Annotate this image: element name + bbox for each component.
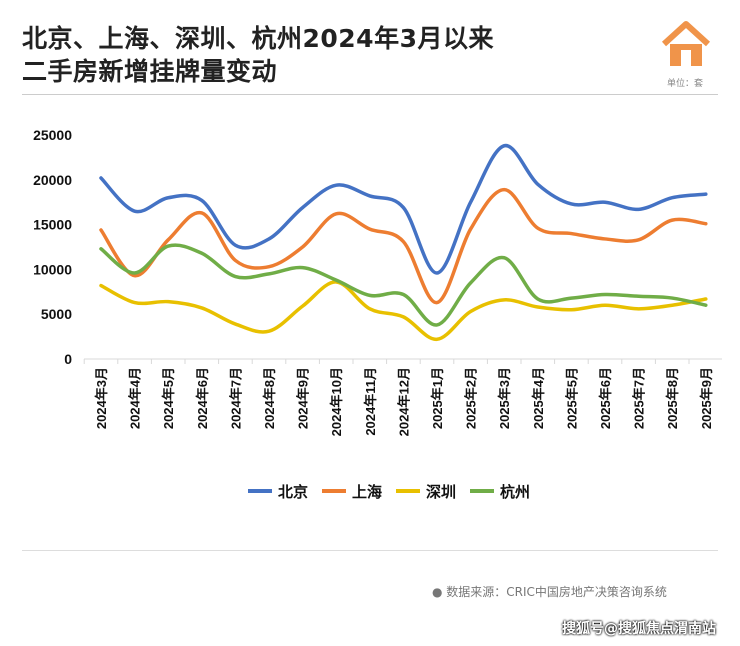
- divider: [22, 550, 718, 551]
- x-tick-label: 2025年1月: [430, 367, 445, 429]
- x-tick-label: 2025年2月: [464, 367, 479, 429]
- y-tick-label: 25000: [33, 127, 72, 143]
- x-tick-label: 2024年5月: [161, 367, 176, 429]
- x-tick-label: 2025年7月: [632, 367, 647, 429]
- series-line-北京: [99, 144, 708, 275]
- legend-label: 深圳: [426, 483, 456, 501]
- x-tick-label: 2025年8月: [665, 367, 680, 429]
- x-tick-label: 2024年7月: [228, 367, 243, 429]
- chart-title: 北京、上海、深圳、杭州2024年3月以来 二手房新增挂牌量变动: [22, 22, 494, 88]
- y-tick-label: 5000: [41, 306, 72, 322]
- title-line-1: 北京、上海、深圳、杭州2024年3月以来: [22, 24, 494, 53]
- series-line-上海: [99, 187, 708, 305]
- x-tick-label: 2025年4月: [531, 367, 546, 429]
- x-tick-label: 2025年3月: [497, 367, 512, 429]
- y-tick-label: 10000: [33, 261, 72, 277]
- divider: [22, 94, 718, 95]
- x-tick-label: 2025年9月: [699, 367, 714, 429]
- x-tick-label: 2024年12月: [396, 367, 411, 436]
- x-tick-label: 2024年4月: [128, 367, 143, 429]
- legend-label: 北京: [278, 483, 308, 501]
- title-line-2: 二手房新增挂牌量变动: [22, 57, 278, 86]
- x-tick-label: 2024年8月: [262, 367, 277, 429]
- house-icon: [661, 21, 711, 66]
- line-chart: 2024年3月 2024年4月 2024年5月 2024年6月 2024年7月 2024年…: [33, 127, 722, 501]
- x-tick-label: 2024年3月: [94, 367, 109, 429]
- legend-label: 上海: [352, 483, 382, 501]
- y-tick-label: 20000: [33, 172, 72, 188]
- series-line-深圳: [99, 280, 708, 342]
- source-note: ● 数据来源：CRIC中国房地产决策咨询系统: [432, 585, 667, 599]
- x-tick-label: 2024年9月: [296, 367, 311, 429]
- x-tick-label: 2025年5月: [564, 367, 579, 429]
- x-tick-label: 2024年11月: [363, 367, 378, 436]
- x-tick-label: 2024年6月: [195, 367, 210, 429]
- unit-label: 单位：套: [667, 79, 704, 89]
- watermark: 搜狐号@搜狐焦点渭南站: [562, 621, 716, 637]
- x-tick-label: 2025年6月: [598, 367, 613, 429]
- legend-label: 杭州: [500, 483, 530, 501]
- y-tick-label: 15000: [33, 217, 72, 233]
- x-tick-label: 2024年10月: [329, 367, 344, 436]
- series-line-杭州: [99, 243, 708, 327]
- y-tick-label: 0: [64, 351, 72, 367]
